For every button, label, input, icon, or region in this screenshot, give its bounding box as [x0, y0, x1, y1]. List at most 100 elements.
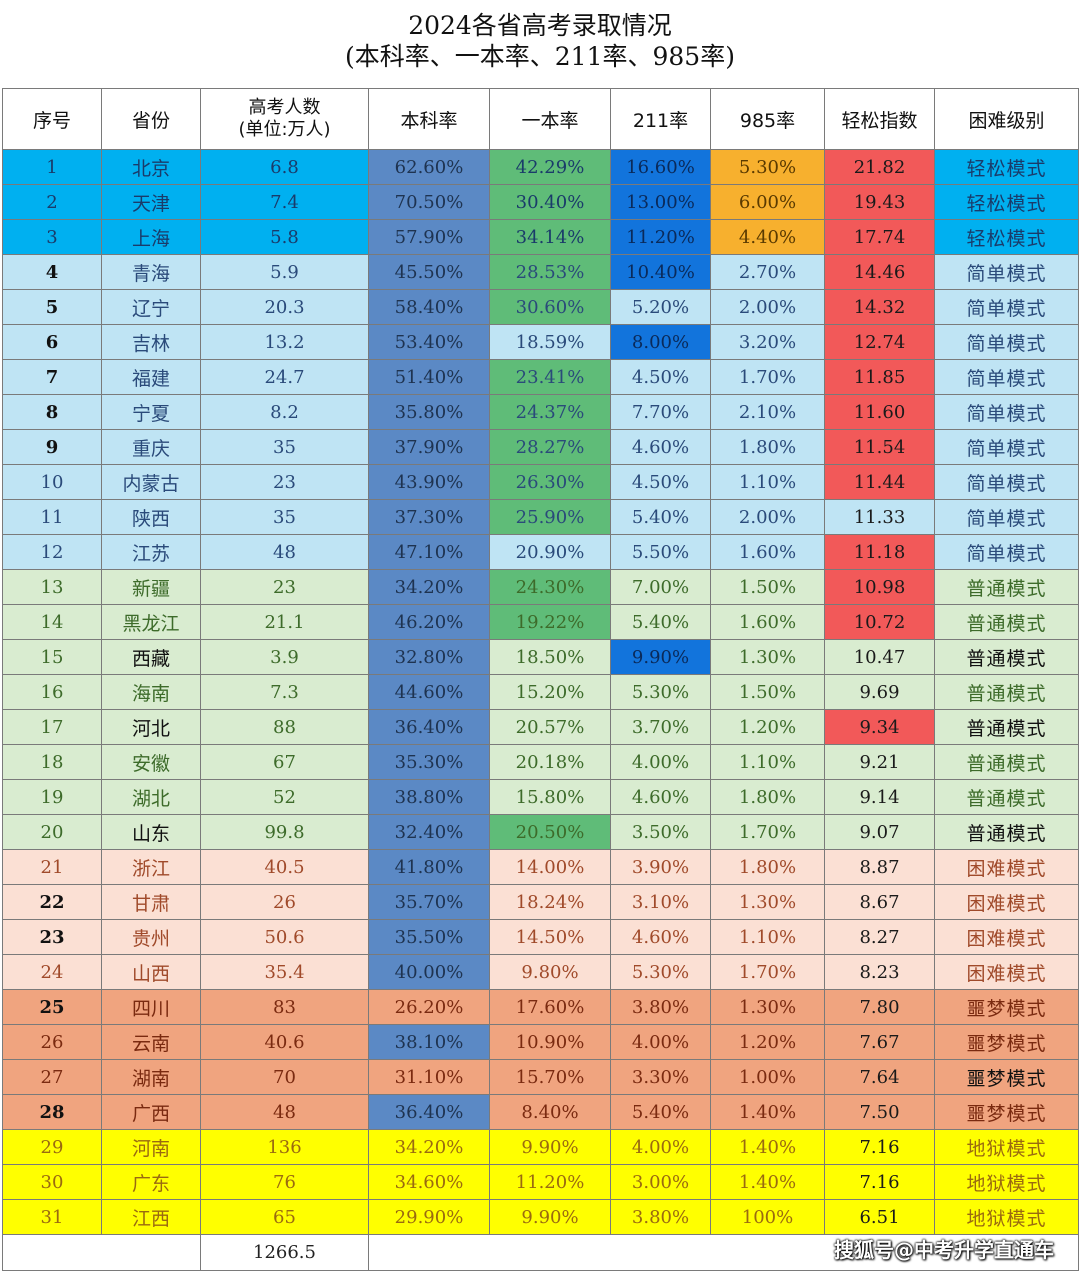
row-difficulty: 噩梦模式 [934, 1059, 1079, 1095]
row-yb-rate: 14.50% [489, 919, 611, 955]
row-no: 23 [2, 919, 102, 955]
row-211-rate: 8.00% [610, 324, 711, 360]
table-row: 17 河北 88 36.40% 20.57% 3.70% 1.20% 9.34 普通模式 [2, 709, 1079, 745]
row-ease-index: 10.98 [824, 569, 935, 605]
row-province: 内蒙古 [101, 464, 201, 500]
row-985-rate: 2.10% [710, 394, 825, 430]
row-province: 山东 [101, 814, 201, 850]
row-exam-count: 50.6 [200, 919, 369, 955]
row-province: 辽宁 [101, 289, 201, 325]
table-row: 2 天津 7.4 70.50% 30.40% 13.00% 6.00% 19.43 轻松模式 [2, 184, 1079, 220]
row-211-rate: 7.00% [610, 569, 711, 605]
row-bk-rate: 62.60% [368, 149, 490, 185]
table-row: 31 江西 65 29.90% 9.90% 3.80% 100% 6.51 地狱模式 [2, 1199, 1079, 1235]
row-985-rate: 3.20% [710, 324, 825, 360]
row-yb-rate: 18.59% [489, 324, 611, 360]
row-211-rate: 5.40% [610, 499, 711, 535]
row-bk-rate: 32.80% [368, 639, 490, 675]
header-yb-rate: 一本率 [489, 88, 611, 150]
row-difficulty: 普通模式 [934, 779, 1079, 815]
table-row: 3 上海 5.8 57.90% 34.14% 11.20% 4.40% 17.74 轻松模式 [2, 219, 1079, 255]
total-exam-count: 1266.5 [200, 1234, 369, 1271]
row-yb-rate: 28.27% [489, 429, 611, 465]
row-exam-count: 99.8 [200, 814, 369, 850]
row-211-rate: 3.80% [610, 989, 711, 1025]
row-bk-rate: 32.40% [368, 814, 490, 850]
row-difficulty: 普通模式 [934, 604, 1079, 640]
row-bk-rate: 43.90% [368, 464, 490, 500]
row-province: 广东 [101, 1164, 201, 1200]
table-row: 6 吉林 13.2 53.40% 18.59% 8.00% 3.20% 12.74 简单模式 [2, 324, 1079, 360]
row-province: 四川 [101, 989, 201, 1025]
row-exam-count: 26 [200, 884, 369, 920]
row-ease-index: 10.47 [824, 639, 935, 675]
row-211-rate: 3.00% [610, 1164, 711, 1200]
row-difficulty: 普通模式 [934, 744, 1079, 780]
row-exam-count: 23 [200, 569, 369, 605]
row-bk-rate: 46.20% [368, 604, 490, 640]
row-difficulty: 地狱模式 [934, 1129, 1079, 1165]
row-yb-rate: 42.29% [489, 149, 611, 185]
row-exam-count: 67 [200, 744, 369, 780]
row-211-rate: 4.00% [610, 744, 711, 780]
row-no: 26 [2, 1024, 102, 1060]
row-exam-count: 136 [200, 1129, 369, 1165]
row-211-rate: 5.20% [610, 289, 711, 325]
row-no: 3 [2, 219, 102, 255]
row-exam-count: 48 [200, 534, 369, 570]
row-no: 7 [2, 359, 102, 395]
row-province: 浙江 [101, 849, 201, 885]
row-difficulty: 简单模式 [934, 359, 1079, 395]
row-yb-rate: 18.50% [489, 639, 611, 675]
row-difficulty: 普通模式 [934, 814, 1079, 850]
row-province: 陕西 [101, 499, 201, 535]
row-exam-count: 5.9 [200, 254, 369, 290]
row-province: 北京 [101, 149, 201, 185]
row-bk-rate: 26.20% [368, 989, 490, 1025]
row-ease-index: 11.60 [824, 394, 935, 430]
row-yb-rate: 18.24% [489, 884, 611, 920]
row-985-rate: 4.40% [710, 219, 825, 255]
row-985-rate: 1.40% [710, 1164, 825, 1200]
table-row: 19 湖北 52 38.80% 15.80% 4.60% 1.80% 9.14 普通模式 [2, 779, 1079, 815]
row-ease-index: 9.69 [824, 674, 935, 710]
row-yb-rate: 9.90% [489, 1199, 611, 1235]
row-no: 18 [2, 744, 102, 780]
row-bk-rate: 35.80% [368, 394, 490, 430]
row-ease-index: 11.18 [824, 534, 935, 570]
row-ease-index: 8.67 [824, 884, 935, 920]
row-985-rate: 1.70% [710, 814, 825, 850]
row-exam-count: 35 [200, 429, 369, 465]
row-yb-rate: 14.00% [489, 849, 611, 885]
table-row: 9 重庆 35 37.90% 28.27% 4.60% 1.80% 11.54 简单模式 [2, 429, 1079, 465]
row-no: 20 [2, 814, 102, 850]
page-subtitle: (本科率、一本率、211率、985率) [345, 42, 735, 71]
row-bk-rate: 45.50% [368, 254, 490, 290]
table-row: 27 湖南 70 31.10% 15.70% 3.30% 1.00% 7.64 噩梦模式 [2, 1059, 1079, 1095]
row-985-rate: 1.20% [710, 1024, 825, 1060]
row-difficulty: 地狱模式 [934, 1164, 1079, 1200]
row-no: 4 [2, 254, 102, 290]
row-yb-rate: 30.40% [489, 184, 611, 220]
table-row: 14 黑龙江 21.1 46.20% 19.22% 5.40% 1.60% 10.72 普通模式 [2, 604, 1079, 640]
header-985-rate: 985率 [710, 88, 825, 150]
row-no: 15 [2, 639, 102, 675]
row-211-rate: 13.00% [610, 184, 711, 220]
row-bk-rate: 34.20% [368, 1129, 490, 1165]
row-211-rate: 5.30% [610, 674, 711, 710]
row-exam-count: 7.4 [200, 184, 369, 220]
row-province: 天津 [101, 184, 201, 220]
row-no: 12 [2, 534, 102, 570]
table-row: 18 安徽 67 35.30% 20.18% 4.00% 1.10% 9.21 普通模式 [2, 744, 1079, 780]
row-bk-rate: 29.90% [368, 1199, 490, 1235]
row-ease-index: 7.16 [824, 1129, 935, 1165]
row-no: 16 [2, 674, 102, 710]
table-row: 23 贵州 50.6 35.50% 14.50% 4.60% 1.10% 8.27 困难模式 [2, 919, 1079, 955]
page-title: 2024各省高考录取情况 [408, 11, 672, 40]
row-yb-rate: 15.20% [489, 674, 611, 710]
row-985-rate: 100% [710, 1199, 825, 1235]
row-difficulty: 简单模式 [934, 499, 1079, 535]
row-no: 29 [2, 1129, 102, 1165]
row-difficulty: 简单模式 [934, 534, 1079, 570]
row-exam-count: 40.6 [200, 1024, 369, 1060]
